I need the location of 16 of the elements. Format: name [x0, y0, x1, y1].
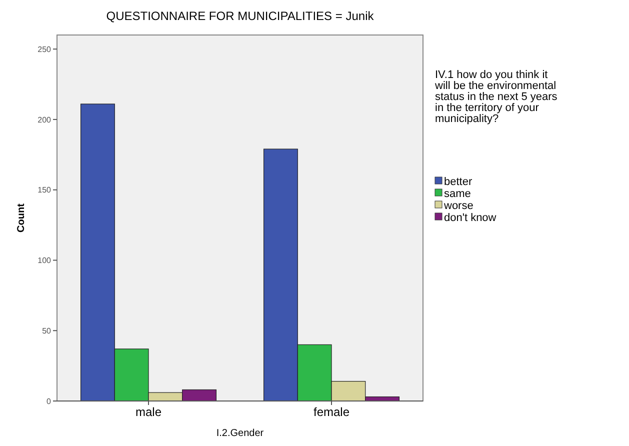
- legend-label: same: [444, 188, 471, 200]
- legend-label: don't know: [444, 212, 496, 224]
- y-tick-label: 0: [46, 396, 52, 406]
- chart-title: QUESTIONNAIRE FOR MUNICIPALITIES = Junik: [106, 9, 375, 23]
- legend-title: IV.1 how do you think it will be the environmental status in the next 5 years in the territory of your municipality?: [434, 69, 558, 125]
- y-axis-title: Count: [16, 202, 27, 232]
- y-tick-label: 150: [38, 186, 52, 195]
- legend-label: worse: [443, 200, 474, 212]
- x-tick-label: male: [135, 405, 162, 419]
- y-tick-label: 100: [38, 256, 52, 266]
- x-tick-label: female: [313, 405, 350, 419]
- legend-label: better: [444, 176, 472, 188]
- y-tick-label: 50: [42, 326, 52, 336]
- x-axis-title: I.2.Gender: [216, 428, 264, 439]
- y-tick-label: 200: [38, 115, 52, 124]
- y-tick-label: 250: [38, 44, 52, 54]
